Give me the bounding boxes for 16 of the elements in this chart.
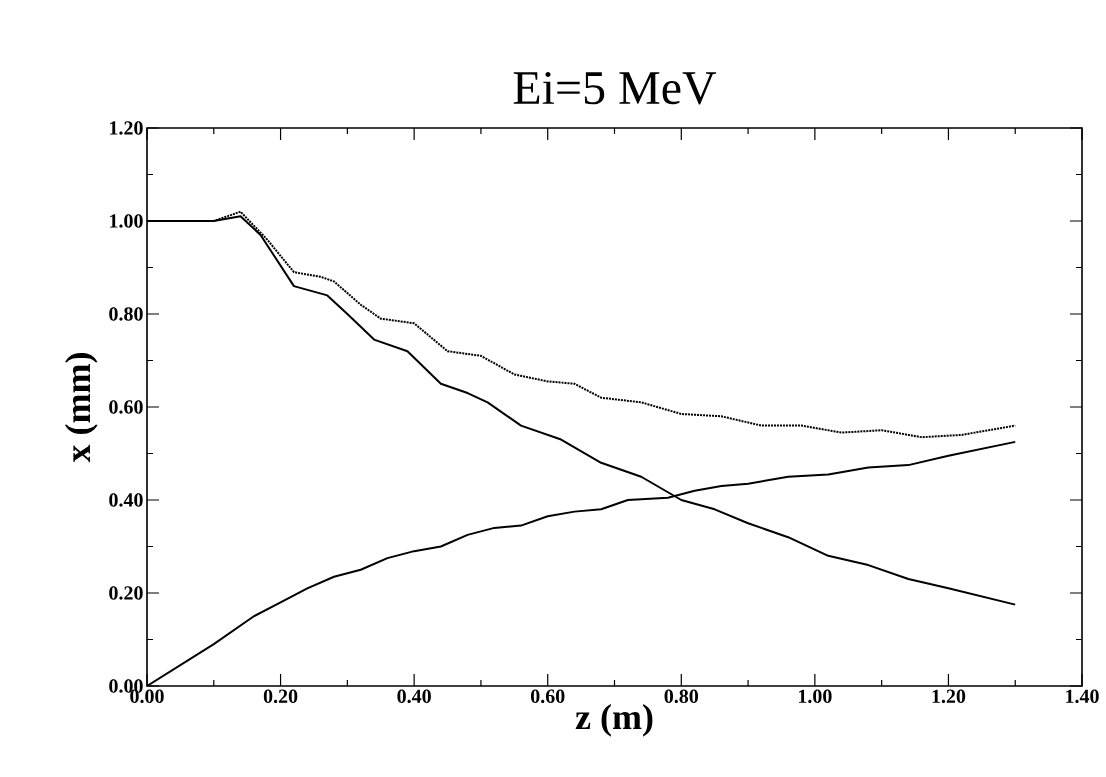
x-tick-label: 1.40 [1066, 689, 1099, 704]
y-tick-label: 1.00 [110, 214, 143, 228]
x-tick-label: 0.60 [530, 689, 565, 704]
y-axis-title: x (mm) [64, 353, 98, 463]
x-tick-label: 0.20 [263, 689, 298, 704]
y-tick-label: 0.20 [109, 586, 143, 600]
x-axis-title: z (m) [575, 703, 653, 737]
x-tick-label: 0.40 [397, 689, 431, 704]
y-tick-label: 0.60 [109, 400, 143, 414]
x-tick-label: 0.80 [664, 689, 699, 704]
y-tick-label: 0.40 [109, 493, 143, 507]
chart-title: Ei=5 MeV [513, 71, 717, 105]
x-tick-label: 1.00 [798, 689, 832, 704]
y-tick-label: 1.20 [110, 121, 143, 135]
y-tick-label: 0.80 [109, 307, 143, 321]
x-tick-label: 1.20 [932, 689, 966, 704]
